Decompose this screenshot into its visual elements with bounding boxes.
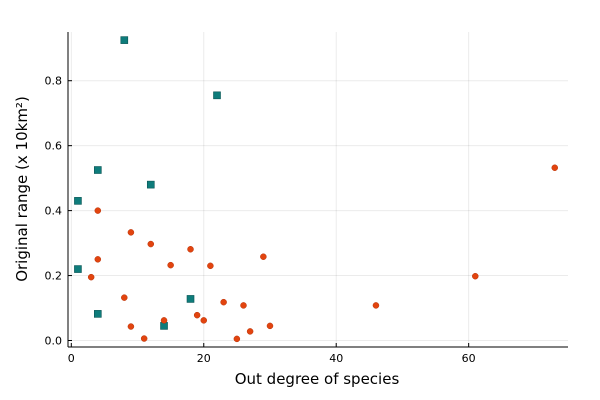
y-tick-label: 0.4 [45,205,63,218]
circle-data-point [260,253,267,260]
circle-data-point [167,261,174,269]
x-axis-title: Out degree of species [235,370,400,388]
square-data-point [146,180,155,189]
y-tick-label: 0.0 [45,335,63,348]
circle-data-point [87,273,95,281]
circle-data-point [140,335,148,342]
square-data-point [74,265,82,273]
square-data-point [94,310,102,318]
square-data-point [186,295,195,303]
circle-data-point [240,302,247,309]
circle-data-point [200,317,208,324]
circle-data-point [372,302,380,309]
x-tick-label: 0 [68,352,75,365]
tick-labels: 0 20 40 60 0.0 0.2 0.4 0.6 0.8 [45,75,476,365]
axes [67,32,568,348]
circle-data-point [266,322,274,330]
circle-data-point [94,256,102,263]
y-tick-label: 0.2 [45,270,63,283]
circle-data-point [160,317,168,324]
circle-data-point [193,311,201,319]
square-data-point [94,166,102,174]
circle-data-point [472,272,479,280]
y-tick-label: 0.8 [45,75,63,88]
x-tick-label: 60 [462,352,476,365]
square-data-point [120,36,129,44]
square-data-point [213,91,221,100]
circle-data-point [207,262,214,270]
x-tick-label: 40 [329,352,343,365]
y-tick-label: 0.6 [45,140,63,153]
circle-data-point [187,246,194,253]
circle-data-point [233,335,241,343]
y-axis-title: Original range (x 10km²) [13,96,31,282]
circle-data-point [551,164,559,171]
circle-data-point [121,294,128,301]
circle-data-point [147,240,155,248]
square-data-point [74,197,82,205]
grid-lines [68,32,568,347]
data-points [74,36,559,343]
circle-data-point [246,328,254,335]
circle-data-point [127,229,135,236]
circle-data-point [127,323,135,330]
circle-data-point [94,207,102,214]
x-tick-label: 20 [197,352,211,365]
circle-data-point [220,298,227,306]
